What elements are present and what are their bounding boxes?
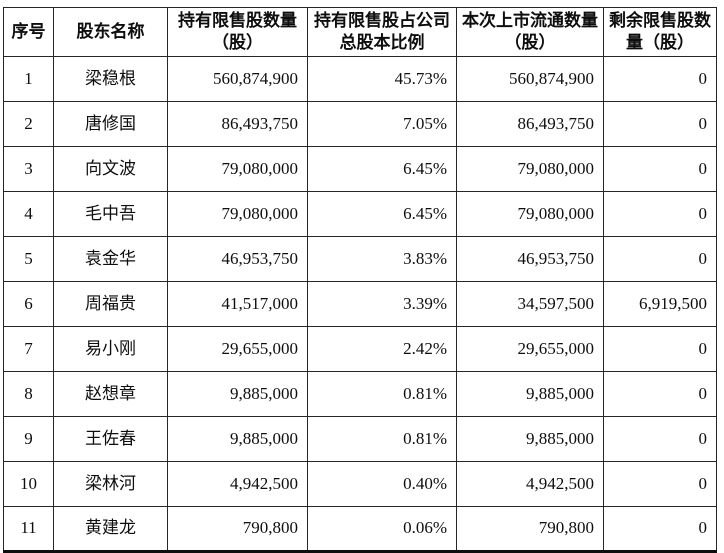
cell-name: 易小刚 xyxy=(53,326,168,372)
cell-listed: 79,080,000 xyxy=(456,146,604,192)
cell-index: 1 xyxy=(3,56,54,102)
table-row: 9 王佐春 9,885,000 0.81% 9,885,000 0 xyxy=(3,416,717,462)
cell-ratio: 0.81% xyxy=(307,416,457,462)
table-row: 1 梁稳根 560,874,900 45.73% 560,874,900 0 xyxy=(3,56,717,102)
cell-ratio: 7.05% xyxy=(307,101,457,147)
cell-name: 黄建龙 xyxy=(53,506,168,552)
cell-held: 29,655,000 xyxy=(167,326,308,372)
cell-name: 赵想章 xyxy=(53,371,168,417)
cell-ratio: 3.39% xyxy=(307,281,457,327)
cell-listed: 9,885,000 xyxy=(456,371,604,417)
cell-held: 86,493,750 xyxy=(167,101,308,147)
cell-ratio: 6.45% xyxy=(307,146,457,192)
cell-remaining: 0 xyxy=(603,236,717,282)
table-body: 1 梁稳根 560,874,900 45.73% 560,874,900 0 2 唐修国 86,… xyxy=(3,56,717,552)
cell-name: 袁金华 xyxy=(53,236,168,282)
cell-remaining: 0 xyxy=(603,56,717,102)
restricted-shareholders-table: 序号 股东名称 持有限售股数量（股） 持有限售股占公司总股本比例 本次上市流通数量（股）… xyxy=(3,7,717,553)
cell-name: 毛中吾 xyxy=(53,191,168,237)
cell-listed: 46,953,750 xyxy=(456,236,604,282)
cell-name: 王佐春 xyxy=(53,416,168,462)
cell-remaining: 0 xyxy=(603,371,717,417)
cell-held: 790,800 xyxy=(167,506,308,552)
cell-ratio: 2.42% xyxy=(307,326,457,372)
table-row: 11 黄建龙 790,800 0.06% 790,800 0 xyxy=(3,506,717,552)
cell-held: 9,885,000 xyxy=(167,416,308,462)
cell-listed: 9,885,000 xyxy=(456,416,604,462)
cell-remaining: 0 xyxy=(603,506,717,552)
cell-name: 周福贵 xyxy=(53,281,168,327)
cell-listed: 79,080,000 xyxy=(456,191,604,237)
cell-index: 5 xyxy=(3,236,54,282)
cell-ratio: 45.73% xyxy=(307,56,457,102)
cell-name: 向文波 xyxy=(53,146,168,192)
cell-held: 9,885,000 xyxy=(167,371,308,417)
cell-index: 9 xyxy=(3,416,54,462)
column-header-listed: 本次上市流通数量（股） xyxy=(456,7,604,57)
cell-index: 11 xyxy=(3,506,54,552)
cell-listed: 86,493,750 xyxy=(456,101,604,147)
cell-index: 10 xyxy=(3,461,54,507)
cell-remaining: 0 xyxy=(603,191,717,237)
column-header-held: 持有限售股数量（股） xyxy=(167,7,308,57)
cell-listed: 560,874,900 xyxy=(456,56,604,102)
cell-ratio: 3.83% xyxy=(307,236,457,282)
table-header: 序号 股东名称 持有限售股数量（股） 持有限售股占公司总股本比例 本次上市流通数量（股）… xyxy=(3,7,717,57)
table-row: 5 袁金华 46,953,750 3.83% 46,953,750 0 xyxy=(3,236,717,282)
table-row: 7 易小刚 29,655,000 2.42% 29,655,000 0 xyxy=(3,326,717,372)
cell-index: 8 xyxy=(3,371,54,417)
table-row: 10 梁林河 4,942,500 0.40% 4,942,500 0 xyxy=(3,461,717,507)
cell-name: 唐修国 xyxy=(53,101,168,147)
cell-remaining: 0 xyxy=(603,146,717,192)
cell-listed: 790,800 xyxy=(456,506,604,552)
table-row: 4 毛中吾 79,080,000 6.45% 79,080,000 0 xyxy=(3,191,717,237)
cell-held: 79,080,000 xyxy=(167,191,308,237)
cell-held: 79,080,000 xyxy=(167,146,308,192)
cell-held: 41,517,000 xyxy=(167,281,308,327)
table-header-row: 序号 股东名称 持有限售股数量（股） 持有限售股占公司总股本比例 本次上市流通数量（股）… xyxy=(3,7,717,57)
cell-index: 6 xyxy=(3,281,54,327)
cell-remaining: 0 xyxy=(603,101,717,147)
cell-name: 梁稳根 xyxy=(53,56,168,102)
cell-ratio: 0.40% xyxy=(307,461,457,507)
cell-remaining: 0 xyxy=(603,416,717,462)
column-header-ratio: 持有限售股占公司总股本比例 xyxy=(307,7,457,57)
cell-ratio: 0.81% xyxy=(307,371,457,417)
column-header-name: 股东名称 xyxy=(53,7,168,57)
column-header-remaining: 剩余限售股数量（股） xyxy=(603,7,717,57)
table-row: 6 周福贵 41,517,000 3.39% 34,597,500 6,919,500 xyxy=(3,281,717,327)
cell-listed: 34,597,500 xyxy=(456,281,604,327)
cell-index: 2 xyxy=(3,101,54,147)
cell-held: 46,953,750 xyxy=(167,236,308,282)
table-row: 8 赵想章 9,885,000 0.81% 9,885,000 0 xyxy=(3,371,717,417)
cell-remaining: 0 xyxy=(603,326,717,372)
cell-remaining: 0 xyxy=(603,461,717,507)
cell-listed: 29,655,000 xyxy=(456,326,604,372)
cell-held: 4,942,500 xyxy=(167,461,308,507)
cell-held: 560,874,900 xyxy=(167,56,308,102)
table-row: 3 向文波 79,080,000 6.45% 79,080,000 0 xyxy=(3,146,717,192)
cell-ratio: 6.45% xyxy=(307,191,457,237)
cell-index: 3 xyxy=(3,146,54,192)
cell-index: 4 xyxy=(3,191,54,237)
cell-listed: 4,942,500 xyxy=(456,461,604,507)
cell-name: 梁林河 xyxy=(53,461,168,507)
cell-ratio: 0.06% xyxy=(307,506,457,552)
cell-index: 7 xyxy=(3,326,54,372)
table-row: 2 唐修国 86,493,750 7.05% 86,493,750 0 xyxy=(3,101,717,147)
column-header-index: 序号 xyxy=(3,7,54,57)
cell-remaining: 6,919,500 xyxy=(603,281,717,327)
